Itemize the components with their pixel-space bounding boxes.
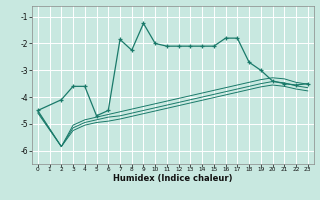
X-axis label: Humidex (Indice chaleur): Humidex (Indice chaleur) bbox=[113, 174, 233, 183]
